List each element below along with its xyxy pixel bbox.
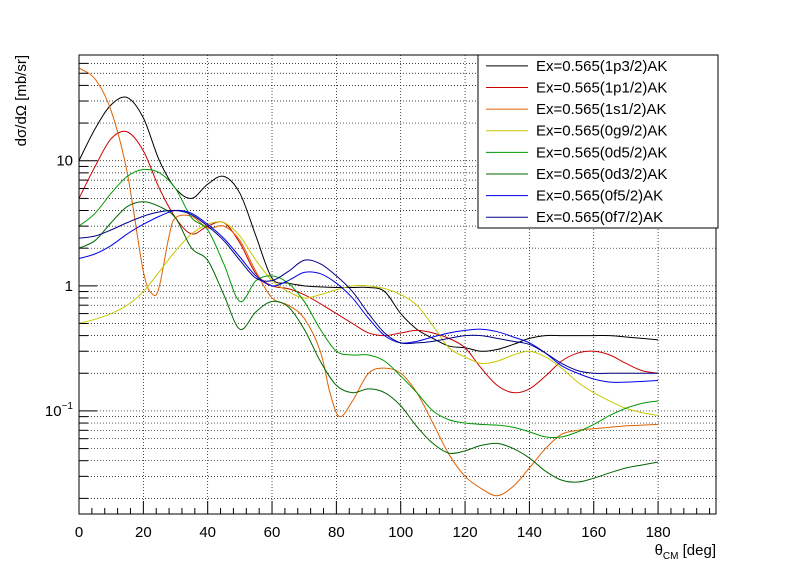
series-line-3 <box>78 67 659 497</box>
x-tick-label: 0 <box>75 524 83 541</box>
x-tick-label: 80 <box>328 524 345 541</box>
legend-label-3: Ex=0.565(1s1/2)AK <box>536 101 667 118</box>
legend-label-2: Ex=0.565(1p1/2)AK <box>536 79 667 96</box>
series-line-8 <box>78 209 659 374</box>
x-tick-label: 20 <box>135 524 152 541</box>
y-tick-label: 10 <box>56 153 73 170</box>
tick-labels: 0 20 40 60 80 100 120 140 160 180 10−1 1 10 <box>45 153 671 541</box>
legend-label-6: Ex=0.565(0d3/2)AK <box>536 166 667 183</box>
axis-ticks <box>78 54 711 514</box>
x-tick-label: 120 <box>453 524 478 541</box>
legend-label-1: Ex=0.565(1p3/2)AK <box>536 58 667 75</box>
x-tick-label: 40 <box>199 524 216 541</box>
x-tick-label: 60 <box>264 524 281 541</box>
series-line-4 <box>78 221 659 416</box>
x-axis-title-main: θ <box>655 542 663 559</box>
series-line-5 <box>78 168 659 439</box>
series-line-7 <box>78 209 659 383</box>
series-group <box>78 67 659 497</box>
series-line-6 <box>78 201 659 483</box>
x-tick-label: 140 <box>517 524 542 541</box>
y-tick-label: 1 <box>65 278 73 295</box>
legend: Ex=0.565(1p3/2)AK Ex=0.565(1p1/2)AK Ex=0.5… <box>477 54 719 229</box>
legend-label-7: Ex=0.565(0f5/2)AK <box>536 188 663 205</box>
grid-lines <box>79 54 716 514</box>
plot-frame <box>78 54 717 515</box>
legend-label-8: Ex=0.565(0f7/2)AK <box>536 209 663 226</box>
x-axis-title-sub: CM <box>663 551 679 562</box>
legend-box <box>477 54 719 229</box>
legend-label-5: Ex=0.565(0d5/2)AK <box>536 144 667 161</box>
y-axis-title: dσ/dΩ [mb/sr] <box>13 55 30 146</box>
legend-label-4: Ex=0.565(0g9/2)AK <box>536 123 667 140</box>
x-axis-title: θCM [deg] <box>655 542 716 562</box>
x-tick-label: 160 <box>581 524 606 541</box>
x-tick-label: 100 <box>388 524 413 541</box>
x-axis-title-unit: [deg] <box>678 542 716 559</box>
x-tick-label: 180 <box>646 524 671 541</box>
y-tick-label: 10−1 <box>45 401 74 420</box>
